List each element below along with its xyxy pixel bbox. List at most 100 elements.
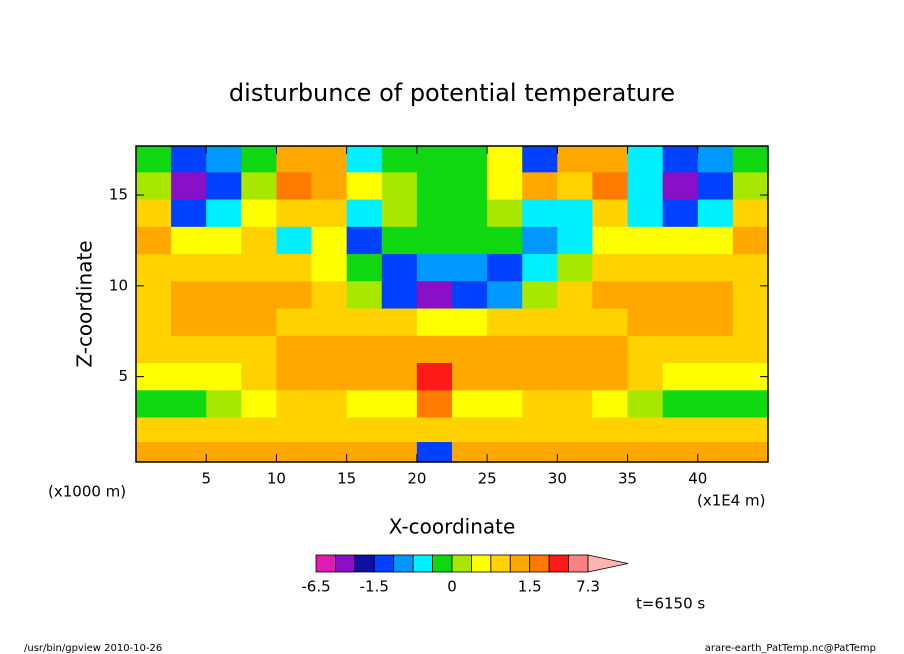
cell [311, 146, 348, 173]
cell [206, 146, 242, 173]
cell [522, 146, 558, 173]
cell [452, 417, 488, 443]
cell [171, 199, 207, 228]
cell [276, 281, 313, 310]
cell [627, 226, 664, 255]
cell [346, 442, 383, 463]
cell [276, 254, 313, 282]
cell [311, 172, 348, 201]
cell [241, 254, 277, 282]
colorbar-tick-label: 1.5 [518, 578, 542, 596]
cell [697, 199, 734, 228]
y-tick-label: 5 [118, 367, 128, 385]
cell [311, 226, 348, 255]
cell [452, 390, 488, 419]
cell [487, 390, 523, 419]
cell [557, 281, 593, 310]
cell [171, 254, 207, 282]
cell [241, 390, 277, 419]
cell [381, 199, 418, 228]
cell [627, 335, 664, 364]
x-tick-label: 10 [267, 470, 286, 488]
x-unit: (x1000 m) [48, 483, 126, 501]
cell [732, 335, 769, 364]
cell [487, 442, 523, 463]
cell [206, 172, 242, 201]
cell [732, 308, 769, 337]
field [136, 146, 769, 463]
cell [171, 172, 207, 201]
cell [241, 226, 277, 255]
cell [241, 172, 277, 201]
cell [452, 442, 488, 463]
cell [557, 417, 593, 443]
cell [136, 417, 172, 443]
cell [276, 146, 313, 173]
cell [592, 390, 629, 419]
cell [627, 442, 664, 463]
cell [241, 442, 277, 463]
cell [416, 146, 453, 173]
cell [416, 363, 453, 391]
cell [662, 390, 699, 419]
colorbar-segment [509, 554, 531, 573]
cell [206, 281, 242, 310]
cell [276, 172, 313, 201]
cell [346, 226, 383, 255]
cell [697, 417, 734, 443]
cell [487, 363, 523, 391]
cell [416, 199, 453, 228]
cell [697, 335, 734, 364]
cell [346, 390, 383, 419]
cell [487, 254, 523, 282]
cell [662, 335, 699, 364]
cell [381, 442, 418, 463]
cell [346, 254, 383, 282]
cell [311, 442, 348, 463]
colorbar-segment [529, 554, 550, 573]
cell [452, 363, 488, 391]
cell [592, 254, 629, 282]
colorbar-segment [354, 554, 375, 573]
cell [276, 442, 313, 463]
colorbar-tick-label: 7.3 [576, 578, 600, 596]
cell [311, 254, 348, 282]
cell [732, 442, 769, 463]
cell [522, 335, 558, 364]
cell [171, 335, 207, 364]
cell [662, 172, 699, 201]
cell [416, 417, 453, 443]
cell [557, 254, 593, 282]
cell [732, 417, 769, 443]
colorbar-tick-label: -1.5 [360, 578, 389, 596]
colorbar-segment [471, 554, 492, 573]
cell [241, 308, 277, 337]
cell [662, 363, 699, 391]
cell [416, 281, 453, 310]
cell [346, 146, 383, 173]
cell [627, 390, 664, 419]
cell [627, 281, 664, 310]
cell [487, 226, 523, 255]
cell [346, 335, 383, 364]
cell [662, 417, 699, 443]
axes: 5 10 15 20 25 30 35 40 5 10 15 [109, 145, 769, 488]
cell [311, 335, 348, 364]
cell [171, 442, 207, 463]
cell [171, 417, 207, 443]
cell [381, 335, 418, 364]
cell [697, 254, 734, 282]
x-tick-label: 25 [478, 470, 497, 488]
cell [136, 146, 172, 173]
cell [346, 172, 383, 201]
cell [557, 226, 593, 255]
cell [487, 281, 523, 310]
cell [416, 308, 453, 337]
cell [346, 417, 383, 443]
cell [557, 308, 593, 337]
cell [136, 308, 172, 337]
cell [276, 363, 313, 391]
cell [171, 226, 207, 255]
cell [487, 417, 523, 443]
cell [381, 390, 418, 419]
